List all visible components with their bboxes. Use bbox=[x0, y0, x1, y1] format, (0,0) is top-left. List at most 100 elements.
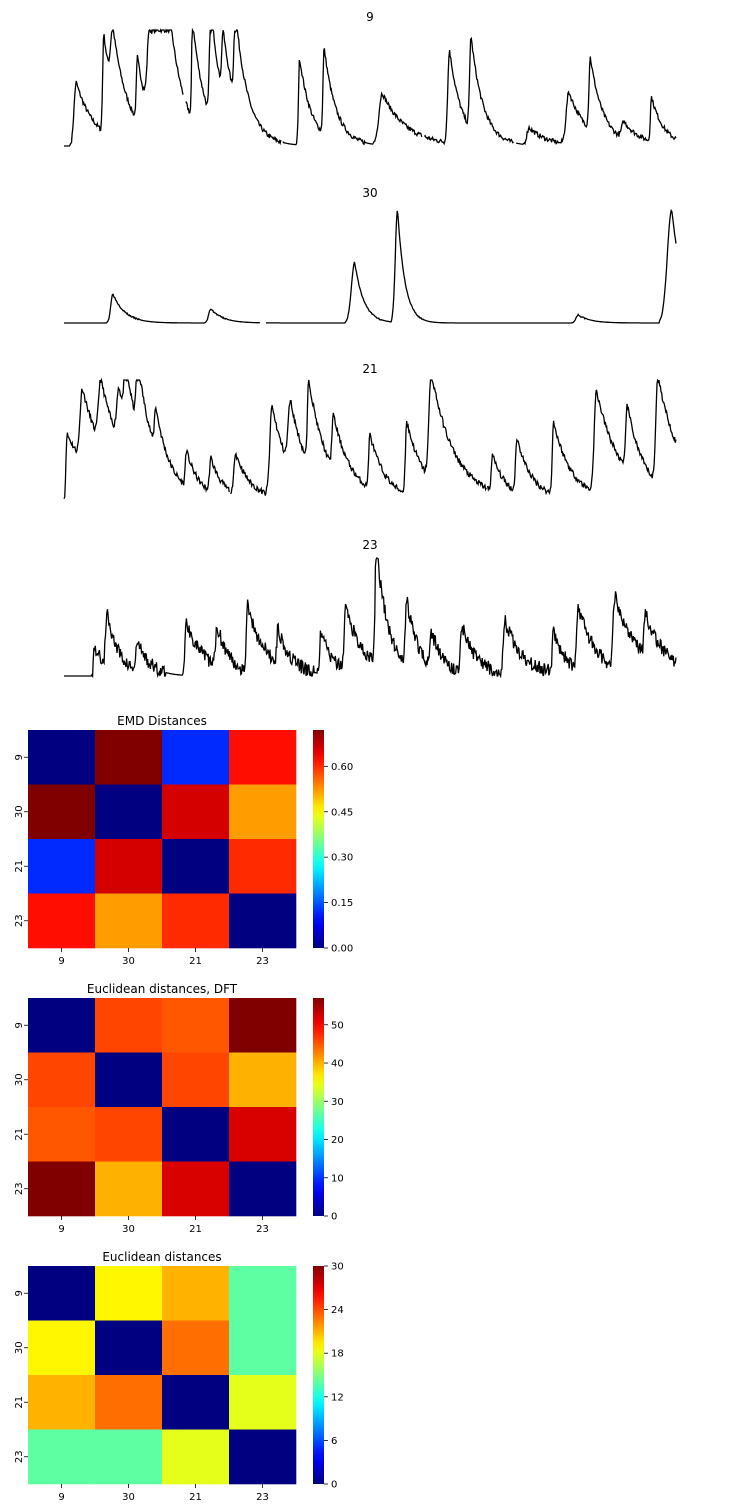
x-tick-label: 23 bbox=[256, 1224, 269, 1235]
heatmap-cell bbox=[229, 1320, 297, 1376]
y-tick-label: 23 bbox=[14, 1450, 25, 1463]
trace-title-9: 9 bbox=[366, 10, 374, 24]
colorbar-tick-label: 30 bbox=[331, 1262, 344, 1273]
colorbar-tick-label: 6 bbox=[331, 1436, 337, 1447]
heatmap-cell bbox=[28, 784, 96, 840]
heatmap-title-dft: Euclidean distances, DFT bbox=[87, 982, 238, 996]
heatmap-cell bbox=[95, 1320, 163, 1376]
heatmap-title-euclid: Euclidean distances bbox=[102, 1250, 221, 1264]
x-tick-label: 9 bbox=[58, 956, 64, 967]
x-tick-label: 9 bbox=[58, 1492, 64, 1503]
colorbar bbox=[313, 998, 324, 1216]
x-tick-label: 21 bbox=[189, 1224, 202, 1235]
heatmap-cell bbox=[95, 893, 163, 949]
x-tick-label: 23 bbox=[256, 1492, 269, 1503]
heatmap-cell bbox=[95, 784, 163, 840]
colorbar-tick-label: 30 bbox=[331, 1097, 344, 1108]
y-tick-label: 23 bbox=[14, 914, 25, 927]
heatmap-cell bbox=[229, 1429, 297, 1485]
heatmap-cell bbox=[229, 1161, 297, 1217]
heatmap-cell bbox=[95, 730, 163, 785]
trace-line-21 bbox=[63, 377, 677, 500]
heatmap-cell bbox=[229, 1375, 297, 1430]
y-tick-label: 9 bbox=[14, 1022, 25, 1028]
heatmap-cell bbox=[162, 730, 230, 785]
trace-title-23: 23 bbox=[362, 538, 377, 552]
colorbar-tick-label: 12 bbox=[331, 1392, 344, 1403]
heatmap-cell bbox=[162, 784, 230, 840]
heatmap-cell bbox=[28, 1161, 96, 1217]
trace-title-21: 21 bbox=[362, 362, 377, 376]
colorbar-tick-label: 24 bbox=[331, 1305, 344, 1316]
trace-line-23 bbox=[64, 557, 677, 679]
heatmap-cell bbox=[95, 1052, 163, 1108]
heatmap-cell bbox=[229, 839, 297, 894]
colorbar bbox=[313, 1266, 324, 1484]
x-tick-label: 30 bbox=[122, 1492, 135, 1503]
y-tick-label: 30 bbox=[14, 805, 25, 818]
heatmap-cell bbox=[229, 998, 297, 1053]
colorbar-tick-label: 0.60 bbox=[331, 762, 353, 773]
trace-line-30 bbox=[64, 208, 677, 324]
x-tick-label: 30 bbox=[122, 956, 135, 967]
heatmap-cell bbox=[229, 784, 297, 840]
x-tick-label: 30 bbox=[122, 1224, 135, 1235]
heatmap-cell bbox=[95, 1375, 163, 1430]
heatmap-cell bbox=[28, 1429, 96, 1485]
x-tick-label: 21 bbox=[189, 1492, 202, 1503]
colorbar-tick-label: 50 bbox=[331, 1020, 344, 1031]
trace-line-9 bbox=[64, 27, 677, 147]
x-tick-label: 21 bbox=[189, 956, 202, 967]
colorbar-tick-label: 0.00 bbox=[331, 944, 353, 955]
heatmap-cell bbox=[95, 1429, 163, 1485]
heatmap-cell bbox=[162, 998, 230, 1053]
y-tick-label: 23 bbox=[14, 1182, 25, 1195]
y-tick-label: 9 bbox=[14, 754, 25, 760]
colorbar-tick-label: 20 bbox=[331, 1135, 344, 1146]
colorbar-tick-label: 18 bbox=[331, 1349, 344, 1360]
heatmap-dft: 9 30 21 23 9 30 21 23 0 10 20 30 40 50 bbox=[14, 998, 344, 1235]
x-tick-label: 9 bbox=[58, 1224, 64, 1235]
heatmap-cell bbox=[95, 1107, 163, 1162]
colorbar-tick-label: 40 bbox=[331, 1059, 344, 1070]
y-tick-label: 30 bbox=[14, 1341, 25, 1354]
heatmap-cell bbox=[229, 1266, 297, 1321]
heatmap-cell bbox=[28, 893, 96, 949]
heatmap-euclid: 9 30 21 23 9 30 21 23 0 6 12 18 24 30 bbox=[14, 1262, 344, 1504]
colorbar-tick-label: 0 bbox=[331, 1480, 337, 1491]
heatmap-cell bbox=[28, 1107, 96, 1162]
heatmap-cell bbox=[28, 730, 96, 785]
heatmap-cell bbox=[28, 1375, 96, 1430]
colorbar-tick-label: 0.30 bbox=[331, 853, 353, 864]
heatmap-cell bbox=[95, 998, 163, 1053]
trace-title-30: 30 bbox=[362, 186, 377, 200]
colorbar-tick-label: 0.45 bbox=[331, 807, 353, 818]
y-tick-label: 21 bbox=[14, 1396, 25, 1409]
heatmap-cell bbox=[162, 1429, 230, 1485]
heatmap-cell bbox=[28, 1052, 96, 1108]
heatmap-cell bbox=[28, 998, 96, 1053]
heatmap-cell bbox=[229, 893, 297, 949]
heatmap-cell bbox=[162, 839, 230, 894]
heatmap-cell bbox=[229, 1107, 297, 1162]
heatmap-cell bbox=[95, 839, 163, 894]
heatmap-cell bbox=[229, 1052, 297, 1108]
heatmap-cell bbox=[162, 1052, 230, 1108]
heatmap-cell bbox=[28, 1320, 96, 1376]
y-tick-label: 21 bbox=[14, 860, 25, 873]
y-tick-label: 9 bbox=[14, 1290, 25, 1296]
heatmap-cell bbox=[95, 1266, 163, 1321]
heatmap-title-emd: EMD Distances bbox=[117, 714, 207, 728]
heatmap-cell bbox=[28, 1266, 96, 1321]
heatmap-cell bbox=[95, 1161, 163, 1217]
heatmap-cell bbox=[162, 1107, 230, 1162]
colorbar-tick-label: 10 bbox=[331, 1173, 344, 1184]
heatmap-emd: 9 30 21 23 9 30 21 23 0.00 0.15 0.30 0.45 0.60 bbox=[14, 730, 353, 967]
colorbar-tick-label: 0.15 bbox=[331, 898, 353, 909]
heatmap-cell bbox=[229, 730, 297, 785]
heatmap-cell bbox=[162, 1161, 230, 1217]
heatmap-cell bbox=[162, 893, 230, 949]
heatmap-cell bbox=[162, 1320, 230, 1376]
y-tick-label: 21 bbox=[14, 1128, 25, 1141]
